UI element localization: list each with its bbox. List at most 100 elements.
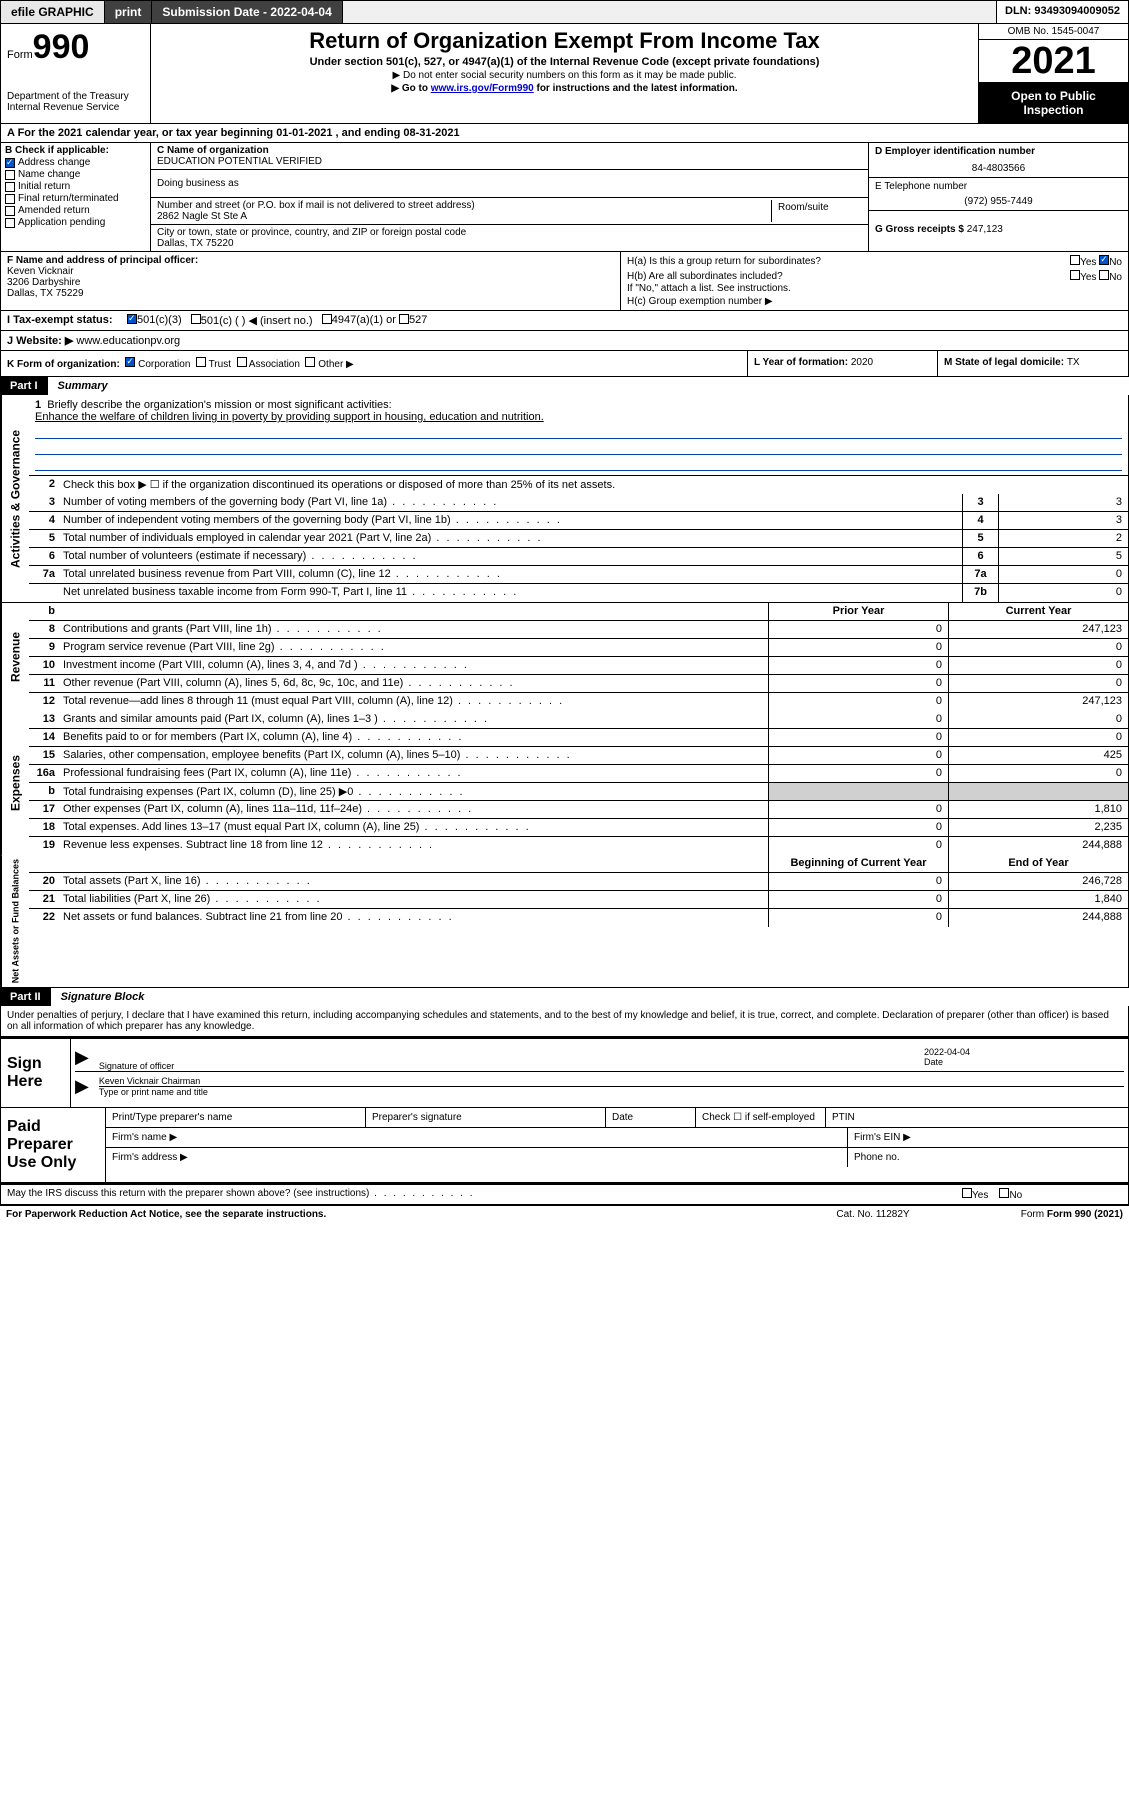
row-num: b [29, 783, 59, 800]
part2-title: Signature Block [51, 988, 155, 1006]
summary-row: 18 Total expenses. Add lines 13–17 (must… [29, 819, 1128, 837]
ha-no-checkbox[interactable] [1099, 255, 1109, 265]
row-desc: Salaries, other compensation, employee b… [59, 747, 768, 764]
summary-exp: Expenses 13 Grants and similar amounts p… [0, 711, 1129, 855]
row-curr: 425 [948, 747, 1128, 764]
b-checkbox[interactable] [5, 206, 15, 216]
summary-row: 11 Other revenue (Part VIII, column (A),… [29, 675, 1128, 693]
vert-label-ag: Activities & Governance [1, 395, 29, 602]
no-label-2: No [1109, 272, 1122, 283]
row-num: 6 [29, 548, 59, 565]
vert-label-na: Net Assets or Fund Balances [1, 855, 29, 987]
b-checkbox[interactable] [5, 218, 15, 228]
d-row: D Employer identification number 84-4803… [869, 143, 1128, 178]
form-note1: ▶ Do not enter social security numbers o… [157, 70, 972, 81]
row-curr: 244,888 [948, 909, 1128, 927]
city-label: City or town, state or province, country… [157, 227, 862, 238]
b-check-line: Address change [5, 157, 146, 168]
summary-row: 21 Total liabilities (Part X, line 26) 0… [29, 891, 1128, 909]
dln-value: 93493094009052 [1034, 5, 1120, 17]
q1-block: 1 Briefly describe the organization's mi… [29, 395, 1128, 476]
row-num: 16a [29, 765, 59, 782]
ha-yes-checkbox[interactable] [1070, 255, 1080, 265]
sig-date-cell: 2022-04-04 Date [924, 1047, 1124, 1071]
b-checkbox[interactable] [5, 194, 15, 204]
row-num: 15 [29, 747, 59, 764]
b-check-line: Initial return [5, 181, 146, 192]
row-box: 4 [962, 512, 998, 529]
k-corp-checkbox[interactable] [125, 357, 135, 367]
row-curr: 244,888 [948, 837, 1128, 855]
form-ref: Form Form 990 (2021) [973, 1209, 1123, 1220]
form-label: Form [7, 49, 33, 61]
arrow-icon: ▶ [75, 1047, 89, 1071]
city-value: Dallas, TX 75220 [157, 238, 862, 249]
i-527-checkbox[interactable] [399, 314, 409, 324]
ptin-label: PTIN [826, 1108, 1128, 1127]
discuss-row: May the IRS discuss this return with the… [0, 1185, 1129, 1205]
f-addr1: 3206 Darbyshire [7, 277, 614, 288]
vert-label-exp: Expenses [1, 711, 29, 855]
arrow-icon: ▶ [75, 1076, 89, 1097]
row-val: 3 [998, 512, 1128, 529]
summary-row: 17 Other expenses (Part IX, column (A), … [29, 801, 1128, 819]
row-num: 13 [29, 711, 59, 728]
discuss-no-checkbox[interactable] [999, 1188, 1009, 1198]
f-label: F Name and address of principal officer: [7, 255, 614, 266]
hb-yesno: Yes No [1070, 270, 1122, 283]
submission-date-btn[interactable]: Submission Date - 2022-04-04 [152, 1, 342, 23]
row-desc: Program service revenue (Part VIII, line… [59, 639, 768, 656]
b-checkbox[interactable] [5, 170, 15, 180]
section-b: B Check if applicable: Address changeNam… [1, 143, 151, 251]
c-label: C Name of organization [157, 145, 862, 156]
beg-year-header: Beginning of Current Year [768, 855, 948, 872]
note2-post: for instructions and the latest informat… [534, 83, 738, 94]
i-501c3-label: 501(c)(3) [137, 314, 182, 327]
pra-notice: For Paperwork Reduction Act Notice, see … [6, 1209, 773, 1220]
section-c: C Name of organization EDUCATION POTENTI… [151, 143, 868, 251]
room-label: Room/suite [772, 200, 862, 222]
summary-row: 5 Total number of individuals employed i… [29, 530, 1128, 548]
row-val: 0 [998, 566, 1128, 583]
efile-btn[interactable]: efile GRAPHIC [1, 1, 105, 23]
k-assoc-checkbox[interactable] [237, 357, 247, 367]
section-k: K Form of organization: Corporation Trus… [1, 351, 748, 376]
print-btn[interactable]: print [105, 1, 153, 23]
sig-date-value: 2022-04-04 [924, 1047, 1124, 1057]
b-check-label: Initial return [18, 181, 70, 192]
row-prior: 0 [768, 675, 948, 692]
yes-label-3: Yes [972, 1190, 988, 1201]
i-501c3-checkbox[interactable] [127, 314, 137, 324]
b-check-label: Amended return [18, 205, 90, 216]
k-other-checkbox[interactable] [305, 357, 315, 367]
sig-line-1: ▶ Signature of officer 2022-04-04 Date [75, 1047, 1124, 1072]
k-trust-checkbox[interactable] [196, 357, 206, 367]
k-trust-label: Trust [209, 359, 231, 370]
hc-label: H(c) Group exemption number ▶ [627, 296, 1122, 307]
part1-label: Part I [0, 377, 48, 395]
paid-label: Paid Preparer Use Only [1, 1108, 106, 1182]
i-501c-checkbox[interactable] [191, 314, 201, 324]
row-desc: Total number of individuals employed in … [59, 530, 962, 547]
irs-link[interactable]: www.irs.gov/Form990 [431, 83, 534, 94]
row-num: 9 [29, 639, 59, 656]
g-row: G Gross receipts $ 247,123 [869, 211, 1128, 251]
hb-no-checkbox[interactable] [1099, 270, 1109, 280]
discuss-label: May the IRS discuss this return with the… [7, 1188, 962, 1201]
form-title: Return of Organization Exempt From Incom… [157, 28, 972, 54]
vert-label-rev: Revenue [1, 603, 29, 711]
na-header-spacer [29, 855, 768, 872]
row-num: 19 [29, 837, 59, 855]
b-check-line: Application pending [5, 217, 146, 228]
b-checkbox[interactable] [5, 182, 15, 192]
hb-yes-checkbox[interactable] [1070, 270, 1080, 280]
section-j: J Website: ▶ www.educationpv.org [1, 331, 1128, 350]
row-desc: Other revenue (Part VIII, column (A), li… [59, 675, 768, 692]
b-checkbox[interactable] [5, 158, 15, 168]
row-num: 22 [29, 909, 59, 927]
i-4947-checkbox[interactable] [322, 314, 332, 324]
sign-here-label: Sign Here [1, 1039, 71, 1107]
discuss-yes-checkbox[interactable] [962, 1188, 972, 1198]
paid-body: Print/Type preparer's name Preparer's si… [106, 1108, 1128, 1182]
row-num: 17 [29, 801, 59, 818]
